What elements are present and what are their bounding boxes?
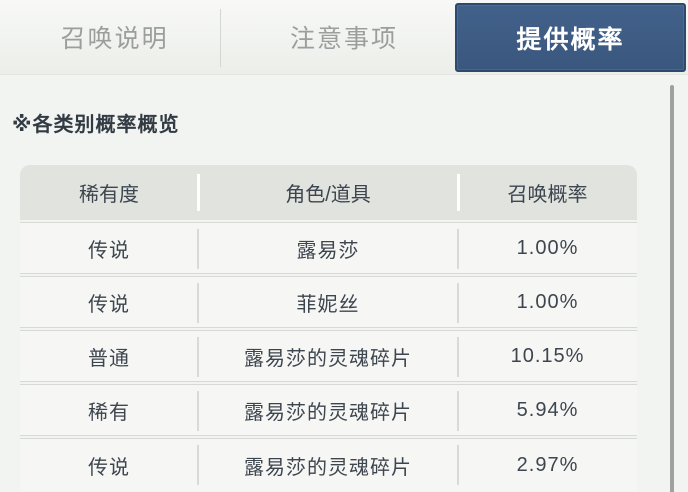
cell-probability: 1.00% — [457, 223, 637, 273]
tab-summon-info[interactable]: 召唤说明 — [60, 25, 169, 53]
cell-probability: 10.15% — [457, 331, 637, 381]
table-row: 稀有 露易莎的灵魂碎片 5.94% — [20, 384, 637, 436]
cell-probability: 2.97% — [457, 439, 637, 491]
cell-item: 露易莎的灵魂碎片 — [197, 331, 458, 381]
probability-table: 稀有度 角色/道具 召唤概率 传说 露易莎 1.00% 传说 菲妮丝 1.00%… — [20, 165, 637, 491]
cell-probability: 1.00% — [457, 277, 637, 327]
cell-item: 露易莎的灵魂碎片 — [197, 439, 458, 491]
header-character-item: 角色/道具 — [197, 165, 458, 220]
table-row: 普通 露易莎的灵魂碎片 10.15% — [20, 330, 637, 382]
header-rarity: 稀有度 — [79, 184, 139, 206]
table-row: 传说 菲妮丝 1.00% — [20, 276, 637, 328]
tab-divider — [220, 9, 221, 67]
cell-item: 露易莎的灵魂碎片 — [197, 385, 458, 435]
cell-item: 露易莎 — [197, 223, 458, 273]
cell-probability: 5.94% — [457, 385, 637, 435]
cell-item: 菲妮丝 — [197, 277, 458, 327]
tab-precautions[interactable]: 注意事项 — [289, 25, 398, 53]
cell-rarity: 传说 — [88, 239, 130, 262]
table-row: 传说 露易莎的灵魂碎片 2.97% — [20, 438, 637, 491]
vertical-scrollbar-thumb[interactable] — [670, 85, 674, 492]
header-summon-probability: 召唤概率 — [457, 165, 637, 220]
cell-rarity: 传说 — [88, 456, 130, 479]
section-heading: ※各类别概率概览 — [12, 114, 180, 136]
tab-provided-probability[interactable]: 提供概率 — [455, 3, 686, 72]
table-row: 传说 露易莎 1.00% — [20, 222, 637, 274]
cell-rarity: 稀有 — [88, 401, 130, 424]
cell-rarity: 传说 — [88, 293, 130, 316]
table-header-row: 稀有度 角色/道具 召唤概率 — [20, 165, 637, 220]
cell-rarity: 普通 — [88, 347, 130, 370]
tab-bar: 召唤说明 注意事项 提供概率 — [0, 0, 688, 75]
